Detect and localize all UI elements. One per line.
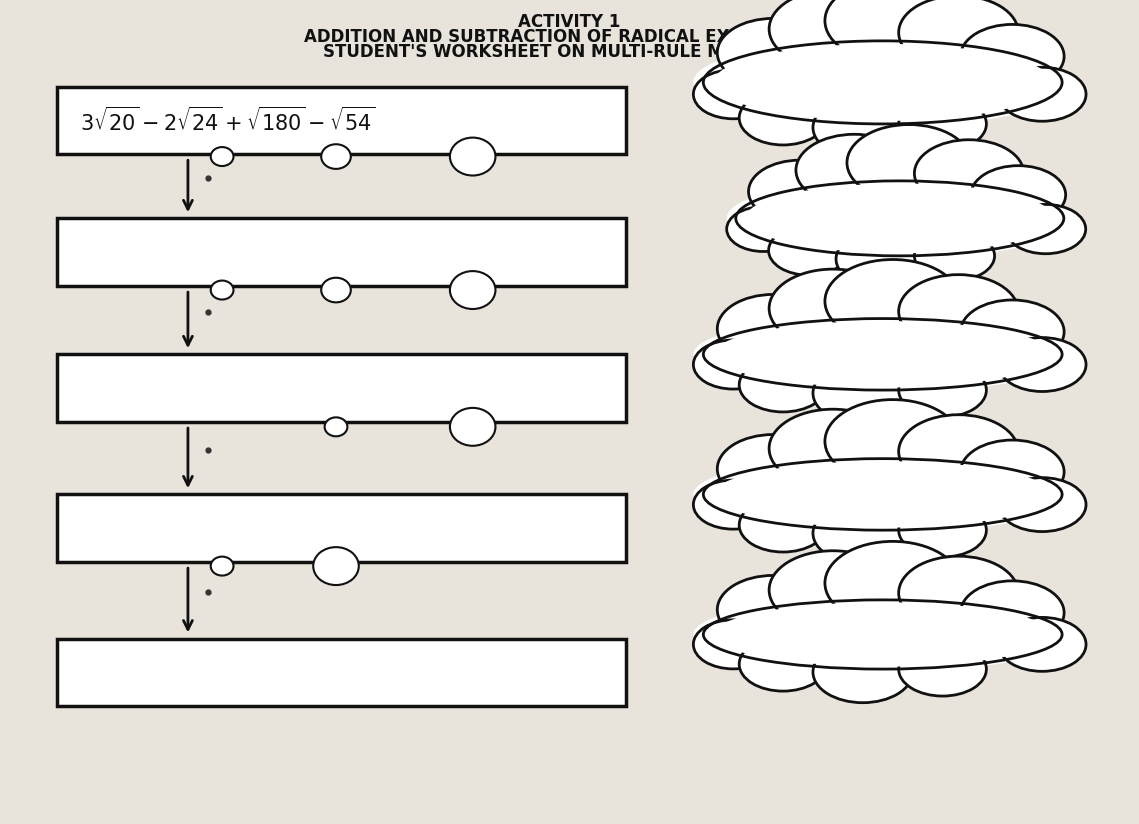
Ellipse shape [836,231,927,287]
Ellipse shape [727,207,800,251]
Ellipse shape [825,541,960,625]
Ellipse shape [325,418,347,437]
Text: ACTIVITY 1: ACTIVITY 1 [518,13,621,31]
Ellipse shape [825,260,960,343]
Text: $3\sqrt{20} - 2\sqrt{24} + \sqrt{180} - \sqrt{54}$: $3\sqrt{20} - 2\sqrt{24} + \sqrt{180} - … [80,106,375,134]
Bar [57,87,626,154]
Text: STUDENT'S WORKSHEET ON MULTI-RULE MAP (MRM): STUDENT'S WORKSHEET ON MULTI-RULE MAP (M… [323,43,816,61]
Ellipse shape [960,25,1064,88]
Ellipse shape [769,269,896,348]
Ellipse shape [813,503,912,564]
Ellipse shape [694,70,773,119]
Ellipse shape [970,166,1066,224]
Ellipse shape [211,280,233,300]
Ellipse shape [739,91,827,145]
Ellipse shape [713,321,1052,387]
Text: ADDITION AND SUBTRACTION OF RADICAL EXPRESSIONS: ADDITION AND SUBTRACTION OF RADICAL EXPR… [304,28,835,46]
Ellipse shape [960,440,1064,503]
Ellipse shape [718,434,829,503]
Ellipse shape [769,226,849,275]
Ellipse shape [813,641,912,703]
Ellipse shape [899,97,986,151]
Ellipse shape [713,461,1052,527]
Ellipse shape [718,575,829,644]
Ellipse shape [450,408,495,446]
Ellipse shape [915,140,1024,207]
Ellipse shape [899,642,986,696]
Ellipse shape [694,620,773,669]
Ellipse shape [899,503,986,557]
Ellipse shape [769,550,896,630]
Ellipse shape [899,556,1018,630]
Ellipse shape [899,414,1018,489]
Ellipse shape [960,581,1064,644]
Ellipse shape [769,410,896,488]
Ellipse shape [899,363,986,417]
Ellipse shape [694,38,1072,127]
Ellipse shape [694,340,773,389]
Ellipse shape [313,547,359,585]
Ellipse shape [713,602,1052,667]
Ellipse shape [825,0,960,63]
Ellipse shape [713,44,1052,121]
Bar [57,639,626,706]
Ellipse shape [847,124,970,201]
Ellipse shape [694,316,1072,393]
Ellipse shape [739,498,827,552]
Ellipse shape [694,597,1072,672]
Ellipse shape [694,480,773,529]
Ellipse shape [718,294,829,363]
Ellipse shape [748,160,851,223]
Bar [57,494,626,562]
Ellipse shape [739,637,827,691]
Ellipse shape [321,278,351,302]
Ellipse shape [450,271,495,309]
Ellipse shape [211,557,233,576]
Ellipse shape [915,232,994,280]
Ellipse shape [769,0,896,68]
Ellipse shape [998,478,1085,531]
Ellipse shape [825,400,960,483]
Ellipse shape [450,138,495,176]
Bar [57,218,626,286]
Ellipse shape [998,338,1085,391]
Ellipse shape [899,0,1018,69]
Ellipse shape [813,97,912,158]
Bar [57,354,626,422]
Ellipse shape [739,358,827,412]
Ellipse shape [960,300,1064,363]
Ellipse shape [745,184,1055,253]
Ellipse shape [211,147,233,166]
Ellipse shape [796,134,912,206]
Ellipse shape [998,617,1085,672]
Ellipse shape [694,456,1072,533]
Ellipse shape [813,363,912,424]
Ellipse shape [718,18,829,87]
Ellipse shape [321,144,351,169]
Ellipse shape [1006,204,1085,254]
Ellipse shape [998,68,1085,121]
Ellipse shape [727,178,1073,259]
Ellipse shape [899,274,1018,349]
